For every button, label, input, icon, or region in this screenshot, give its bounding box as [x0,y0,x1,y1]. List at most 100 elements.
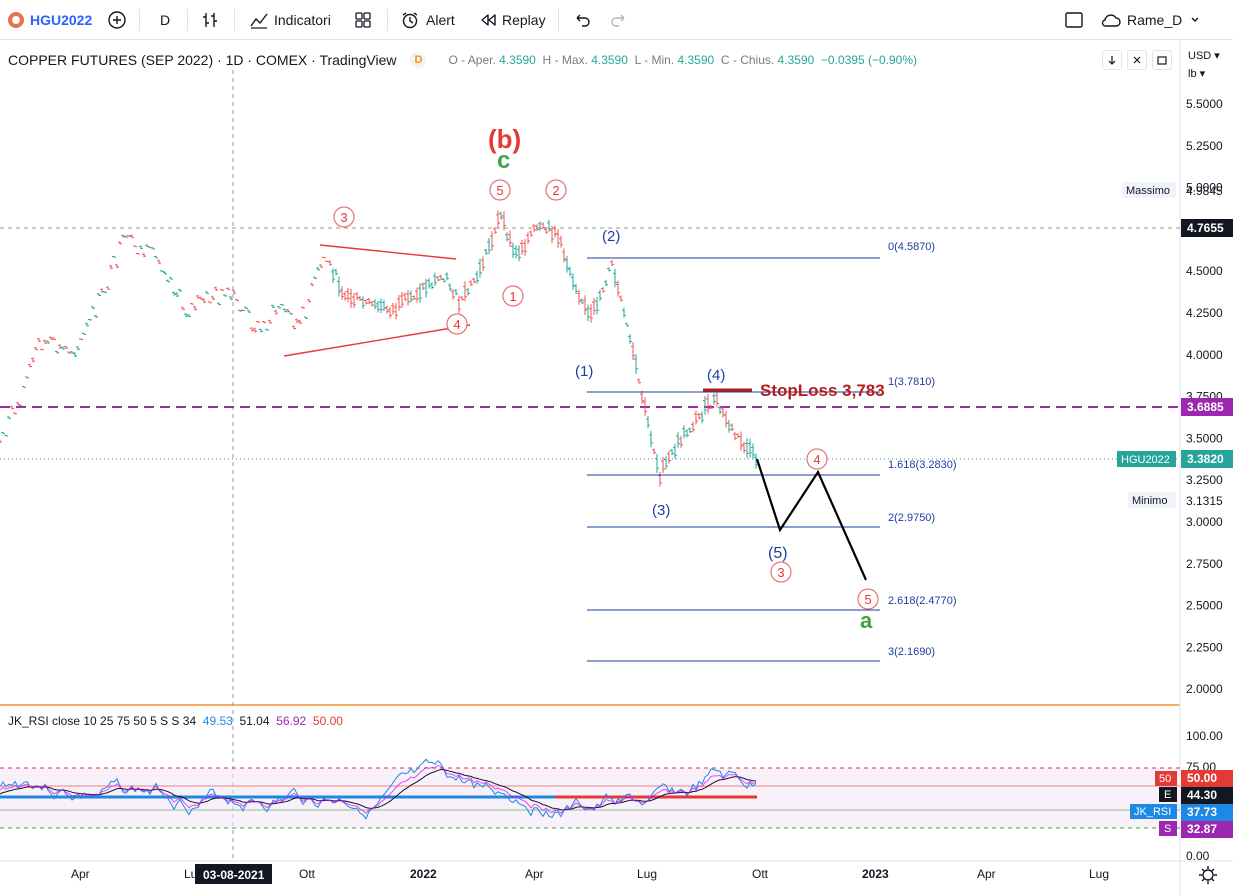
symbol-search[interactable]: HGU2022 [8,0,92,40]
layout-name: Rame_D [1127,12,1183,28]
layout-menu-button[interactable]: Rame_D [1100,0,1200,40]
price-bar [286,308,290,313]
price-bars [0,210,758,487]
price-bar [52,337,56,341]
alert-button[interactable]: Alert [400,0,455,40]
circle-label-5-right: 5 [864,592,871,607]
price-bar [595,296,599,315]
interval-button[interactable]: D [160,12,171,28]
price-bar [211,295,215,301]
price-bar [322,256,326,259]
indicators-icon [250,13,268,29]
price-bar [127,235,131,237]
price-bar [19,404,23,407]
price-bar [241,309,245,312]
price-bar [751,443,755,459]
price-bar [580,298,584,305]
price-bar [529,230,533,237]
price-badges: Massimo 4.9845 4.7655 3.6885 HGU2022 3.3… [1117,182,1233,508]
price-bar [625,322,629,327]
templates-button[interactable] [353,0,373,40]
chart-title[interactable]: COPPER FUTURES (SEP 2022) · 1D · COMEX ·… [8,52,397,68]
collapse-button[interactable] [1127,50,1147,70]
circle-label-4-left-ring [446,313,468,335]
rsi-badges: 50 50.00 E 44.30 JK_RSI 37.73 S 32.87 [1130,770,1233,838]
price-bar [397,295,401,311]
price-bar [268,319,272,324]
price-bar [463,281,467,302]
currency-selector[interactable]: USD ▾ [1188,50,1220,62]
fib-extension[interactable]: 0(4.5870) 1(3.7810) 1.618(3.2830) 2(2.97… [587,241,957,662]
price-bar [295,318,299,324]
symbol-badge-label: HGU2022 [1121,454,1170,466]
replay-button[interactable]: Replay [478,0,546,40]
rsi-legend[interactable]: JK_RSI close 10 25 75 50 5 S S 34 49.53 … [8,714,343,728]
price-bar [688,427,692,434]
price-bar [349,288,353,308]
price-axis[interactable]: 5.50005.25005.00004.75004.50004.25004.00… [1186,97,1223,696]
price-bar [271,304,275,309]
price-bar [178,288,182,292]
price-bar [535,224,539,232]
chart-type-button[interactable] [200,0,220,40]
unit-selector[interactable]: lb ▾ [1188,68,1206,80]
price-bar [316,267,320,271]
price-bar [490,231,494,251]
price-bar [691,421,695,433]
compare-add-button[interactable] [107,0,127,40]
rsi-pane[interactable] [0,758,1180,829]
price-bar [262,321,266,324]
price-bar [619,295,623,302]
price-bar [25,376,29,379]
redo-button[interactable] [609,0,629,40]
price-bar [106,286,110,291]
price-bar [670,448,674,456]
price-bar [685,428,689,438]
price-bar [205,291,209,294]
price-bar [733,432,737,441]
price-bar [484,248,488,255]
circle-label-5-right-ring [857,588,879,610]
stoploss-label: StopLoss 3,783 [760,381,885,400]
price-bar [370,300,374,307]
price-bar [124,235,128,238]
price-axis-label: 5.5000 [1186,97,1223,111]
price-bar [403,292,407,302]
price-bar [61,346,65,350]
price-bar [226,287,230,290]
price-bar [742,441,746,454]
price-bar [628,334,632,344]
price-bar [613,268,617,288]
price-bar [430,282,434,290]
circle-label-4-left: 4 [453,317,460,332]
price-bar [64,345,68,349]
price-bar [649,430,653,448]
open-value: 4.3590 [499,53,536,67]
price-axis-label: 5.2500 [1186,139,1223,153]
price-bar [421,282,425,291]
price-bar [409,290,413,303]
time-label-ott-2021: Ott [299,867,316,881]
fullscreen-button[interactable] [1064,0,1084,40]
price-bar [538,221,542,231]
time-axis[interactable]: Apr Lu 03-08-2021 Ott 2022 Apr Lug Ott 2… [71,864,1109,884]
price-bar [394,302,398,320]
circle-label-2-top: 2 [552,183,559,198]
price-bar [472,277,476,284]
price-bar [229,296,233,301]
undo-button[interactable] [572,0,592,40]
price-bar [676,432,680,448]
settings-gear-icon[interactable] [1199,866,1217,884]
scale-down-button[interactable] [1102,50,1122,70]
circle-label-4-right: 4 [813,452,820,467]
price-bar [184,313,188,318]
price-bar [460,296,464,301]
price-bar [13,412,17,415]
chart-canvas[interactable]: 0(4.5870) 1(3.7810) 1.618(3.2830) 2(2.97… [0,41,1233,896]
price-bar [466,287,470,296]
price-bar [253,327,257,333]
price-bar [442,278,446,283]
indicators-button[interactable]: Indicatori [249,0,331,40]
maximize-pane-button[interactable] [1152,50,1172,70]
high-line-value: 4.7655 [1187,221,1224,235]
